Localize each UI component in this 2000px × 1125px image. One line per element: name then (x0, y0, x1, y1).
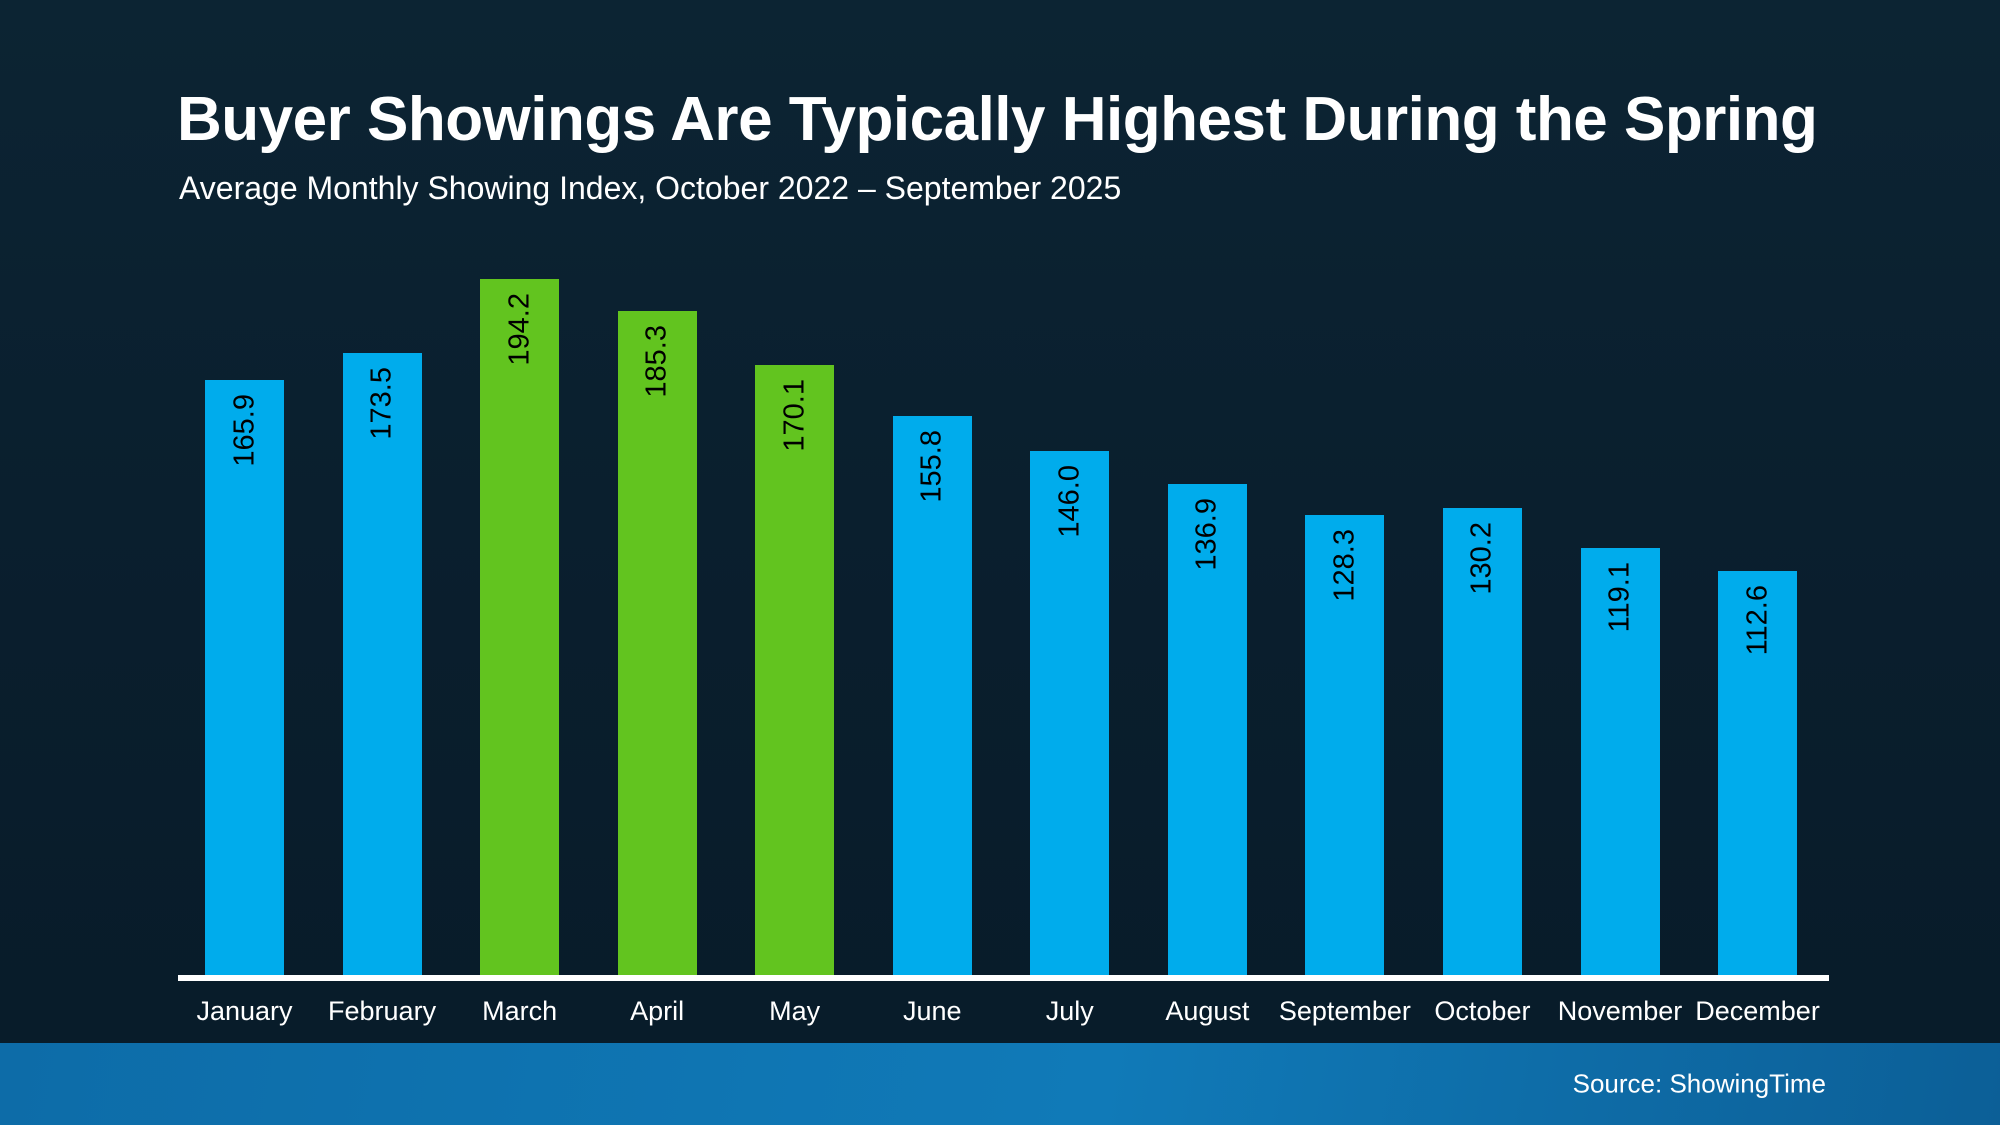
x-axis-label-november: November (1557, 996, 1683, 1026)
bar-october: 130.2 (1442, 508, 1522, 975)
x-axis-label-february: February (328, 996, 437, 1026)
x-axis-line (178, 975, 1829, 981)
bar-value-label-february: 173.5 (365, 367, 398, 440)
bar-march: 194.2 (480, 279, 560, 975)
bar-value-label-october: 130.2 (1465, 522, 1498, 595)
bar-value-label-january: 165.9 (228, 394, 260, 467)
x-axis-label-may: May (769, 996, 821, 1026)
bar-value-label-july: 146.0 (1053, 465, 1086, 538)
bar-july: 146.0 (1030, 451, 1110, 975)
bar-value-label-april: 185.3 (640, 325, 673, 398)
bar-value-label-june: 155.8 (915, 430, 948, 503)
x-axis-label-april: April (630, 996, 685, 1026)
bar-value-label-november: 119.1 (1603, 562, 1636, 633)
chart-subtitle: Average Monthly Showing Index, October 2… (179, 170, 1122, 206)
x-axis-label-october: October (1434, 996, 1531, 1026)
bar-august: 136.9 (1167, 484, 1247, 975)
bar-chart-plot-area: 165.9 173.5 194.2 185.3 170.1 155.8 146.0 136.9… (178, 0, 1829, 975)
x-axis-label-march: March (482, 996, 558, 1026)
bar-value-label-may: 170.1 (778, 379, 811, 452)
bar-september: 128.3 (1305, 515, 1385, 975)
source-attribution: Source: ShowingTime (1572, 1068, 1826, 1099)
x-axis-label-june: June (902, 996, 962, 1026)
x-axis-label-september: September (1278, 996, 1411, 1026)
bar-value-label-august: 136.9 (1190, 498, 1223, 571)
bar-june: 155.8 (892, 416, 972, 975)
x-axis-label-july: July (1045, 996, 1094, 1026)
footer-band: Source: ShowingTime (0, 1043, 2000, 1125)
bar-february: 173.5 (342, 353, 422, 975)
x-axis-labels: January February March April May June July Augu… (178, 996, 1829, 1036)
bar-value-label-march: 194.2 (503, 293, 536, 366)
bar-november: 119.1 (1580, 548, 1660, 975)
bar-value-label-december: 112.6 (1741, 585, 1774, 656)
chart-title: Buyer Showings Are Typically Highest Dur… (177, 85, 1818, 154)
bar-january: 165.9 (205, 380, 284, 975)
bar-april: 185.3 (617, 311, 697, 975)
bar-value-label-september: 128.3 (1328, 529, 1361, 602)
x-axis-label-december: December (1695, 996, 1820, 1026)
bar-may: 170.1 (755, 365, 835, 975)
x-axis-label-january: January (196, 996, 293, 1026)
x-axis-label-august: August (1165, 996, 1250, 1026)
bar-december: 112.6 (1718, 571, 1798, 975)
